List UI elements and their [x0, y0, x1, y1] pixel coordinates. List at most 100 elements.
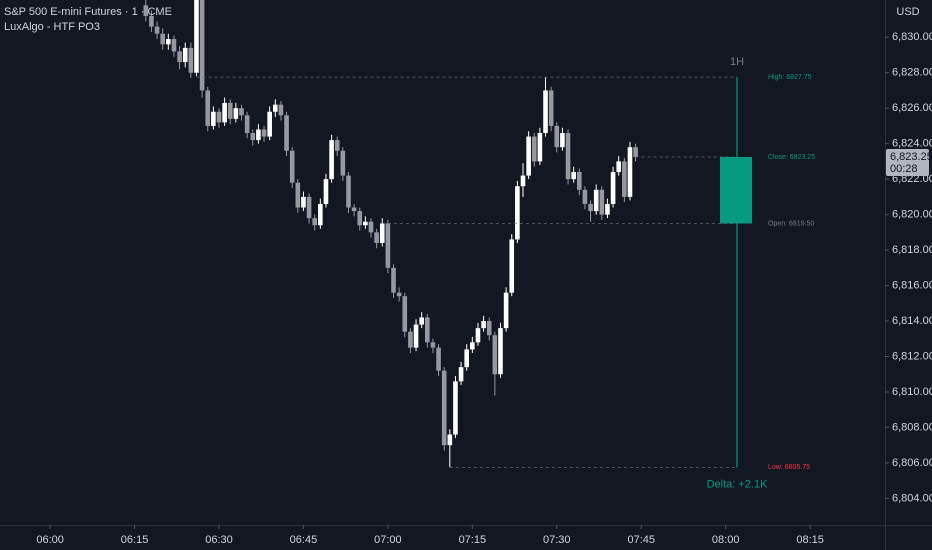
candle-body — [599, 189, 605, 215]
x-tick-label: 06:00 — [36, 534, 64, 546]
y-tick-label: 6,804.00 — [892, 492, 932, 504]
candle-body — [402, 296, 408, 332]
candle-body — [301, 196, 306, 208]
candle-body — [554, 125, 560, 148]
candle-body — [227, 102, 233, 119]
candle-body — [188, 47, 194, 73]
candle-body — [312, 218, 318, 226]
candle-body — [379, 223, 385, 243]
candle-body — [543, 90, 548, 134]
candle-body — [323, 179, 329, 204]
candle-body — [284, 115, 289, 151]
candle-body — [548, 90, 554, 126]
candle-body — [182, 47, 188, 63]
candle-body — [295, 182, 301, 208]
candle-body — [520, 175, 526, 187]
candle-body — [154, 26, 160, 34]
candle-body — [436, 347, 441, 371]
candle-body — [593, 189, 599, 212]
candle-body — [475, 328, 481, 343]
candle-body — [503, 292, 509, 329]
candle-body — [458, 367, 464, 382]
y-tick-label: 6,816.00 — [892, 279, 932, 291]
candle-body — [616, 161, 622, 173]
last-price-tag — [886, 148, 929, 176]
candle-body — [509, 239, 515, 293]
candle-body — [256, 129, 261, 141]
candle-body — [199, 0, 205, 91]
y-tick-label: 6,822.00 — [892, 173, 932, 185]
y-tick-label: 6,824.00 — [892, 138, 932, 150]
x-tick-label: 08:00 — [712, 534, 740, 546]
candle-body — [453, 381, 458, 435]
candle-body — [272, 104, 278, 112]
candle-body — [216, 111, 222, 123]
po3-timeframe: 1H — [730, 56, 744, 68]
candle-body — [340, 150, 346, 176]
candle-body — [627, 147, 633, 197]
candle-body — [374, 232, 379, 243]
candle-body — [571, 172, 576, 180]
candle-body — [537, 133, 543, 162]
po3-high-label: High: 6827.75 — [768, 74, 812, 81]
candle-body — [588, 203, 593, 212]
candle-body — [408, 331, 413, 348]
candle-body — [424, 317, 430, 343]
candle-body — [430, 342, 436, 348]
candle-body — [329, 140, 334, 180]
x-tick-label: 07:45 — [627, 534, 655, 546]
candle-body — [363, 221, 368, 226]
candle-body — [205, 90, 211, 126]
candle-body — [160, 33, 166, 45]
x-tick-label: 07:00 — [374, 534, 402, 546]
candle-body — [396, 292, 402, 297]
candle-body — [351, 207, 357, 212]
po3-open-label: Open: 6819.50 — [768, 220, 814, 227]
candle-body — [622, 161, 627, 197]
candle-body — [582, 189, 588, 204]
candle-body — [334, 140, 340, 151]
candle-body — [470, 342, 475, 350]
y-tick-label: 6,820.00 — [892, 209, 932, 221]
candle-body — [565, 133, 571, 180]
candle-body — [211, 111, 216, 126]
candle-body — [368, 221, 374, 233]
candle-body — [441, 370, 447, 446]
x-tick-label: 06:15 — [121, 534, 149, 546]
candle-body — [289, 150, 295, 183]
candle-body — [346, 175, 351, 208]
candle-body — [447, 434, 453, 446]
chart-title: S&P 500 E-mini Futures · 1 · CME — [4, 6, 172, 18]
indicator-name: LuxAlgo - HTF PO3 — [4, 21, 100, 33]
y-tick-label: 6,814.00 — [892, 315, 932, 327]
candle-body — [233, 108, 239, 119]
po3-close-label: Close: 6823.25 — [768, 154, 815, 161]
y-tick-label: 6,806.00 — [892, 457, 932, 469]
candle-body — [492, 335, 498, 375]
x-tick-label: 06:45 — [290, 534, 318, 546]
y-tick-label: 6,828.00 — [892, 67, 932, 79]
candle-body — [515, 186, 520, 240]
candle-body — [610, 172, 616, 204]
candle-body — [306, 196, 312, 219]
candle-body — [531, 136, 537, 162]
x-tick-label: 06:30 — [205, 534, 233, 546]
candle-body — [149, 15, 154, 27]
last-price: 6,823.25 — [890, 151, 932, 163]
candle-body — [419, 317, 424, 325]
candle-body — [278, 104, 284, 116]
countdown: 00:28 — [890, 163, 918, 175]
y-tick-label: 6,830.00 — [892, 31, 932, 43]
candle-body — [498, 328, 503, 375]
candle-body — [560, 133, 565, 148]
candle-body — [633, 147, 638, 157]
candle-body — [481, 321, 486, 329]
po3-delta: Delta: +2.1K — [707, 478, 769, 490]
candle-body — [267, 111, 272, 137]
currency[interactable]: USD — [896, 6, 919, 18]
candle-body — [318, 203, 323, 226]
candle-body — [385, 223, 391, 268]
x-tick-label: 08:15 — [796, 534, 824, 546]
candle-body — [244, 115, 250, 134]
